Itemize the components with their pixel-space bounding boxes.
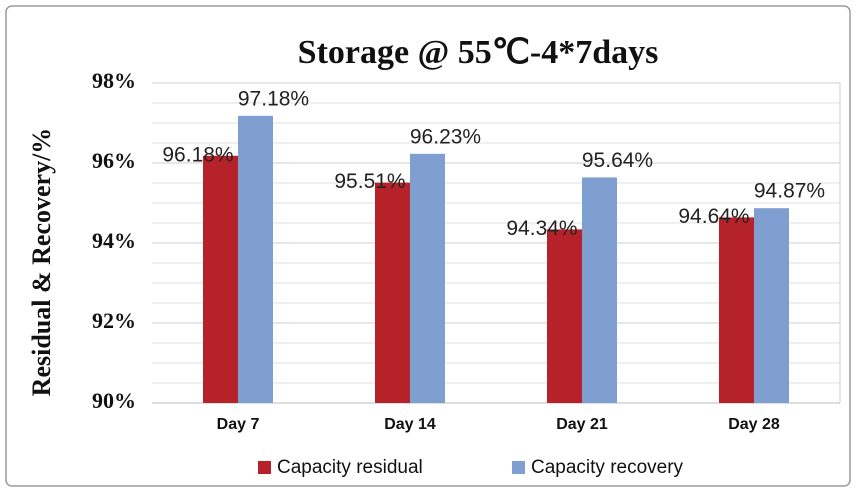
- data-label: 94.64%: [678, 205, 749, 228]
- data-label: 95.51%: [334, 170, 405, 193]
- legend-label: Capacity residual: [277, 457, 423, 478]
- y-tick-label: 96%: [92, 148, 136, 173]
- bar: [375, 182, 410, 403]
- bar: [203, 155, 238, 403]
- legend-label: Capacity recovery: [531, 457, 684, 478]
- y-tick-label: 98%: [92, 68, 136, 93]
- data-label: 97.18%: [238, 87, 309, 110]
- chart-title: Storage @ 55℃-4*7days: [298, 34, 659, 71]
- x-tick-label: Day 28: [728, 416, 780, 433]
- data-label: 94.87%: [754, 180, 825, 203]
- x-tick-label: Day 14: [384, 416, 436, 433]
- bar: [238, 115, 273, 404]
- legend-swatch: [512, 461, 525, 474]
- x-tick-label: Day 7: [217, 416, 260, 433]
- y-tick-label: 90%: [92, 388, 136, 413]
- bar: [582, 177, 617, 403]
- y-tick-label: 92%: [92, 308, 136, 333]
- y-axis-label: Residual & Recovery/%: [27, 128, 56, 397]
- x-tick-label: Day 21: [556, 416, 608, 433]
- bar: [719, 217, 754, 403]
- data-label: 96.23%: [410, 125, 481, 148]
- data-label: 96.18%: [162, 143, 233, 166]
- bar: [754, 208, 789, 403]
- data-label: 95.64%: [582, 149, 653, 172]
- legend-swatch: [258, 461, 271, 474]
- data-label: 94.34%: [506, 217, 577, 240]
- bar: [410, 153, 445, 403]
- y-tick-label: 94%: [92, 228, 136, 253]
- bar: [547, 229, 582, 403]
